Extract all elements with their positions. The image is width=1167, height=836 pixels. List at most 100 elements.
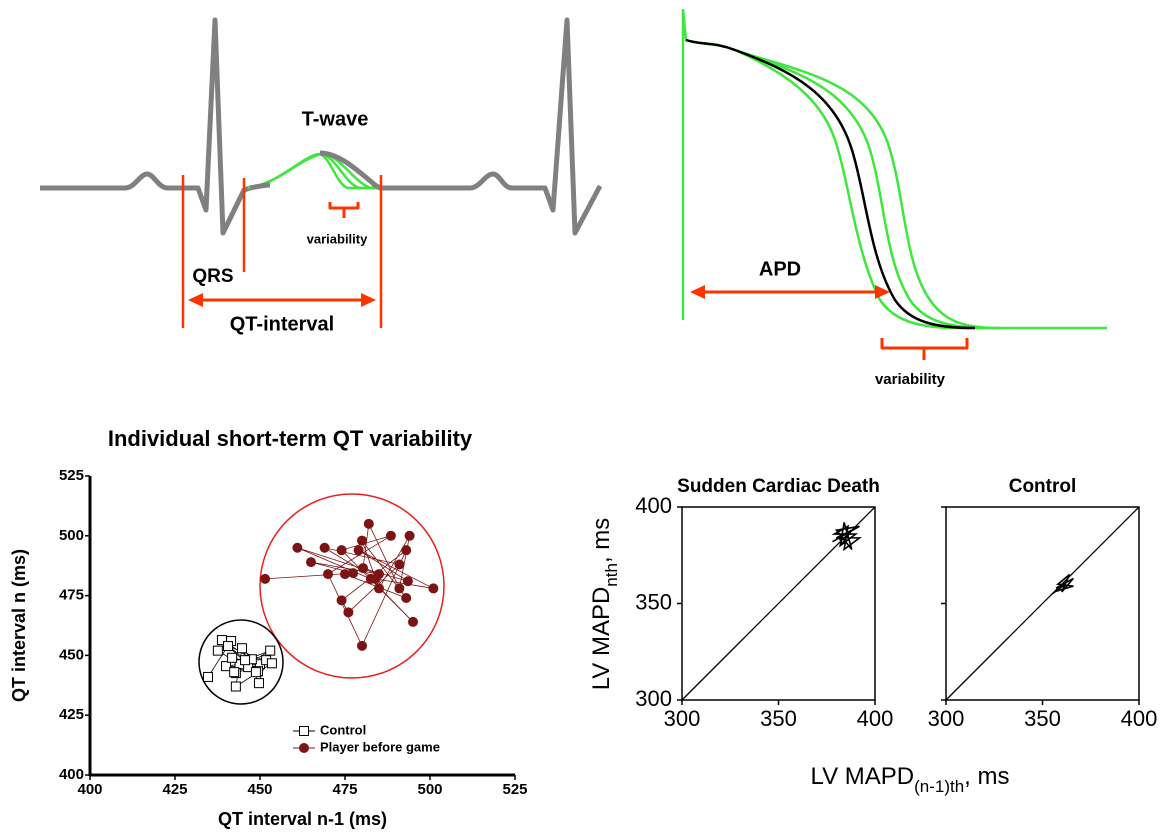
x-tick-label: 475 (332, 781, 357, 798)
point (253, 678, 264, 689)
connecting-line (265, 522, 434, 647)
point (265, 645, 276, 656)
point (250, 667, 261, 678)
axis-label: LV MAPDnth, ms (588, 518, 621, 691)
point (394, 583, 405, 594)
ecg-trace (249, 17, 603, 236)
point (236, 643, 247, 654)
point (357, 535, 367, 546)
point (401, 545, 412, 556)
x-tick-label: 400 (857, 706, 894, 731)
x-tick-label: 400 (1121, 706, 1158, 731)
y-tick-label: 400 (59, 766, 84, 783)
ap-variant (685, 38, 991, 330)
control-enclosure (198, 619, 284, 705)
point (408, 616, 418, 627)
axis-label-part: , ms (964, 763, 1009, 790)
y-tick-label: 350 (635, 589, 672, 614)
point (240, 655, 251, 666)
point (336, 595, 347, 606)
x-tick-label: 300 (664, 706, 701, 731)
point (343, 607, 354, 618)
point (394, 559, 405, 570)
ap-variant (685, 38, 1001, 330)
variability-brace (880, 338, 969, 360)
axis-label-part: nth (602, 563, 621, 587)
chart-title: Individual short-term QT variability (108, 426, 473, 451)
point (404, 530, 415, 541)
wave-label: T-wave (302, 108, 369, 130)
axis-label: LV MAPD(n-1)th, ms (811, 763, 1010, 796)
point (221, 661, 231, 672)
point (353, 545, 364, 556)
point (363, 518, 374, 529)
y-tick-label: 300 (635, 686, 672, 711)
x-tick-label: 350 (1024, 706, 1061, 731)
variability-brace (328, 202, 360, 218)
x-tick-label: 300 (928, 706, 965, 731)
legend-marker (299, 743, 309, 753)
point (230, 681, 241, 692)
interval-label: QT-interval (230, 313, 334, 335)
qrs-label: QRS (192, 266, 233, 287)
trace (1051, 573, 1074, 595)
ecg-diagram (40, 17, 603, 328)
legend-label: Player before game (320, 739, 440, 754)
y-tick-label: 525 (59, 467, 84, 484)
point (428, 583, 439, 594)
variability-label: variability (875, 371, 946, 388)
x-tick-label: 425 (162, 781, 187, 798)
x-tick-label: 400 (77, 781, 102, 798)
point (223, 641, 234, 652)
point (227, 652, 238, 663)
point (323, 569, 333, 580)
legend-label: Control (320, 722, 366, 737)
axis-label-part: , ms (588, 518, 615, 563)
ecg-trace (40, 17, 251, 236)
point (357, 640, 367, 651)
trace (831, 522, 862, 552)
chart-title: Sudden Cardiac Death (677, 476, 880, 497)
x-tick-label: 500 (417, 781, 442, 798)
apd-label: APD (759, 258, 801, 280)
legend-marker (299, 726, 309, 736)
x-axis-label: QT interval n-1 (ms) (218, 809, 387, 829)
point (358, 563, 369, 574)
point (306, 557, 316, 568)
x-tick-label: 525 (502, 781, 527, 798)
point (216, 635, 227, 646)
axis-label-part: (n-1)th (914, 777, 964, 796)
point (266, 658, 277, 669)
point (401, 592, 412, 603)
y-axis-label: QT interval n (ms) (9, 549, 29, 702)
point (260, 573, 271, 584)
y-tick-label: 450 (59, 646, 84, 663)
point (385, 530, 396, 541)
variability-label: variability (307, 231, 368, 246)
y-tick-label: 400 (635, 493, 672, 518)
point (229, 667, 240, 678)
point (402, 576, 413, 587)
point (370, 573, 381, 584)
point (336, 545, 347, 556)
axis-label-part: LV MAPD (811, 763, 915, 790)
point (319, 542, 330, 553)
x-tick-label: 450 (247, 781, 272, 798)
axis-label-part: LV MAPD (588, 587, 615, 691)
identity-line (945, 506, 1140, 701)
point (374, 583, 384, 594)
ap-diagram (681, 8, 1107, 360)
point (348, 568, 359, 579)
y-tick-label: 475 (59, 587, 84, 604)
y-tick-label: 425 (59, 706, 84, 723)
x-tick-label: 350 (760, 706, 797, 731)
point (202, 671, 213, 682)
point (292, 542, 303, 553)
y-tick-label: 500 (59, 527, 84, 544)
point (340, 569, 350, 580)
player-enclosure (259, 493, 445, 679)
point (212, 645, 223, 656)
chart-title: Control (1009, 476, 1077, 497)
ap-trace (685, 38, 976, 330)
